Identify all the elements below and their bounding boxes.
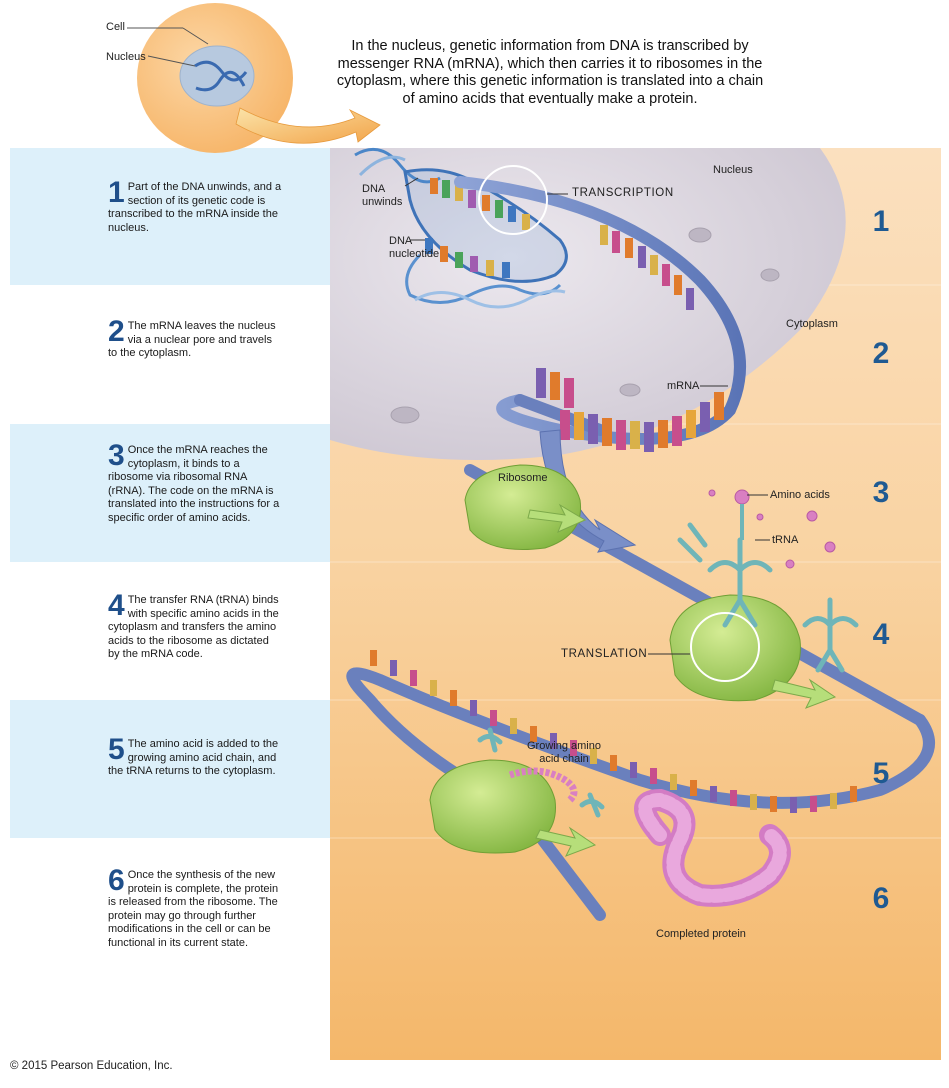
- label-trna: tRNA: [772, 534, 799, 546]
- right-step-number-1: 1: [872, 205, 890, 238]
- step-band-1: [10, 148, 330, 285]
- right-step-number-6: 6: [872, 882, 890, 915]
- label-amino-acids: Amino acids: [770, 489, 830, 501]
- zoom-arrow: [235, 107, 381, 144]
- growing-chain: [508, 767, 578, 803]
- step-2-description: 2 The mRNA leaves the nucleus via a nucl…: [108, 315, 283, 361]
- step-band-3: [10, 424, 330, 562]
- ribosome-step5: [429, 759, 597, 857]
- trna-molecules: [477, 522, 859, 818]
- nucleus-region: [330, 148, 846, 460]
- label-transcription: TRANSCRIPTION: [572, 187, 674, 199]
- mrna-codons: [536, 225, 724, 452]
- ribosome-step3: [464, 464, 587, 551]
- step-1-number: 1: [108, 176, 125, 209]
- step-5-number: 5: [108, 733, 125, 766]
- transcription-focus-circle: [478, 165, 548, 235]
- step-3-description: 3 Once the mRNA reaches the cytoplasm, i…: [108, 439, 283, 526]
- nuclear-pores: [390, 227, 780, 424]
- label-dna-nucleotide: DNA nucleotide: [389, 235, 440, 260]
- step-band-5: [10, 700, 330, 838]
- step-5-text: The amino acid is added to the growing a…: [108, 738, 279, 778]
- right-step-number-2: 2: [872, 337, 890, 370]
- right-step-number-3: 3: [872, 476, 890, 509]
- step-4-description: 4 The transfer RNA (tRNA) binds with spe…: [108, 589, 283, 662]
- step-4-number: 4: [108, 589, 125, 622]
- step-4-text: The transfer RNA (tRNA) binds with speci…: [108, 594, 279, 661]
- mrna-codons-lower: [370, 650, 857, 813]
- label-nucleus-region: Nucleus: [713, 164, 753, 176]
- dna-nucleotides: [425, 178, 530, 278]
- amino-acid-spheres: [708, 489, 836, 569]
- label-dna-unwinds: DNA unwinds: [362, 183, 403, 208]
- label-mrna: mRNA: [667, 380, 700, 392]
- step-1-text: Part of the DNA unwinds, and a section o…: [108, 181, 282, 234]
- label-growing-chain: Growing amino acid chain: [527, 740, 601, 765]
- label-completed-protein: Completed protein: [656, 928, 746, 940]
- translation-focus-circle: [690, 612, 760, 682]
- dna-helix: [354, 147, 566, 309]
- right-step-number-4: 4: [872, 618, 890, 651]
- intro-text: In the nucleus, genetic information from…: [336, 38, 764, 107]
- step-5-description: 5 The amino acid is added to the growing…: [108, 733, 283, 779]
- step-6-description: 6 Once the synthesis of the new protein …: [108, 864, 283, 951]
- label-cell: Cell: [106, 21, 125, 33]
- label-cytoplasm: Cytoplasm: [786, 318, 838, 330]
- right-step-number-5: 5: [872, 757, 890, 790]
- step-3-text: Once the mRNA reaches the cytoplasm, it …: [108, 444, 280, 524]
- label-nucleus-top: Nucleus: [106, 51, 146, 63]
- step-3-number: 3: [108, 439, 125, 472]
- label-ribosome: Ribosome: [498, 472, 548, 484]
- step-6-text: Once the synthesis of the new protein is…: [108, 869, 279, 949]
- step-6-number: 6: [108, 864, 125, 897]
- step-1-description: 1 Part of the DNA unwinds, and a section…: [108, 176, 283, 235]
- step-2-text: The mRNA leaves the nucleus via a nuclea…: [108, 320, 276, 360]
- label-translation: TRANSLATION: [561, 648, 648, 660]
- copyright-footer: © 2015 Pearson Education, Inc.: [10, 1060, 173, 1072]
- step-2-number: 2: [108, 315, 125, 348]
